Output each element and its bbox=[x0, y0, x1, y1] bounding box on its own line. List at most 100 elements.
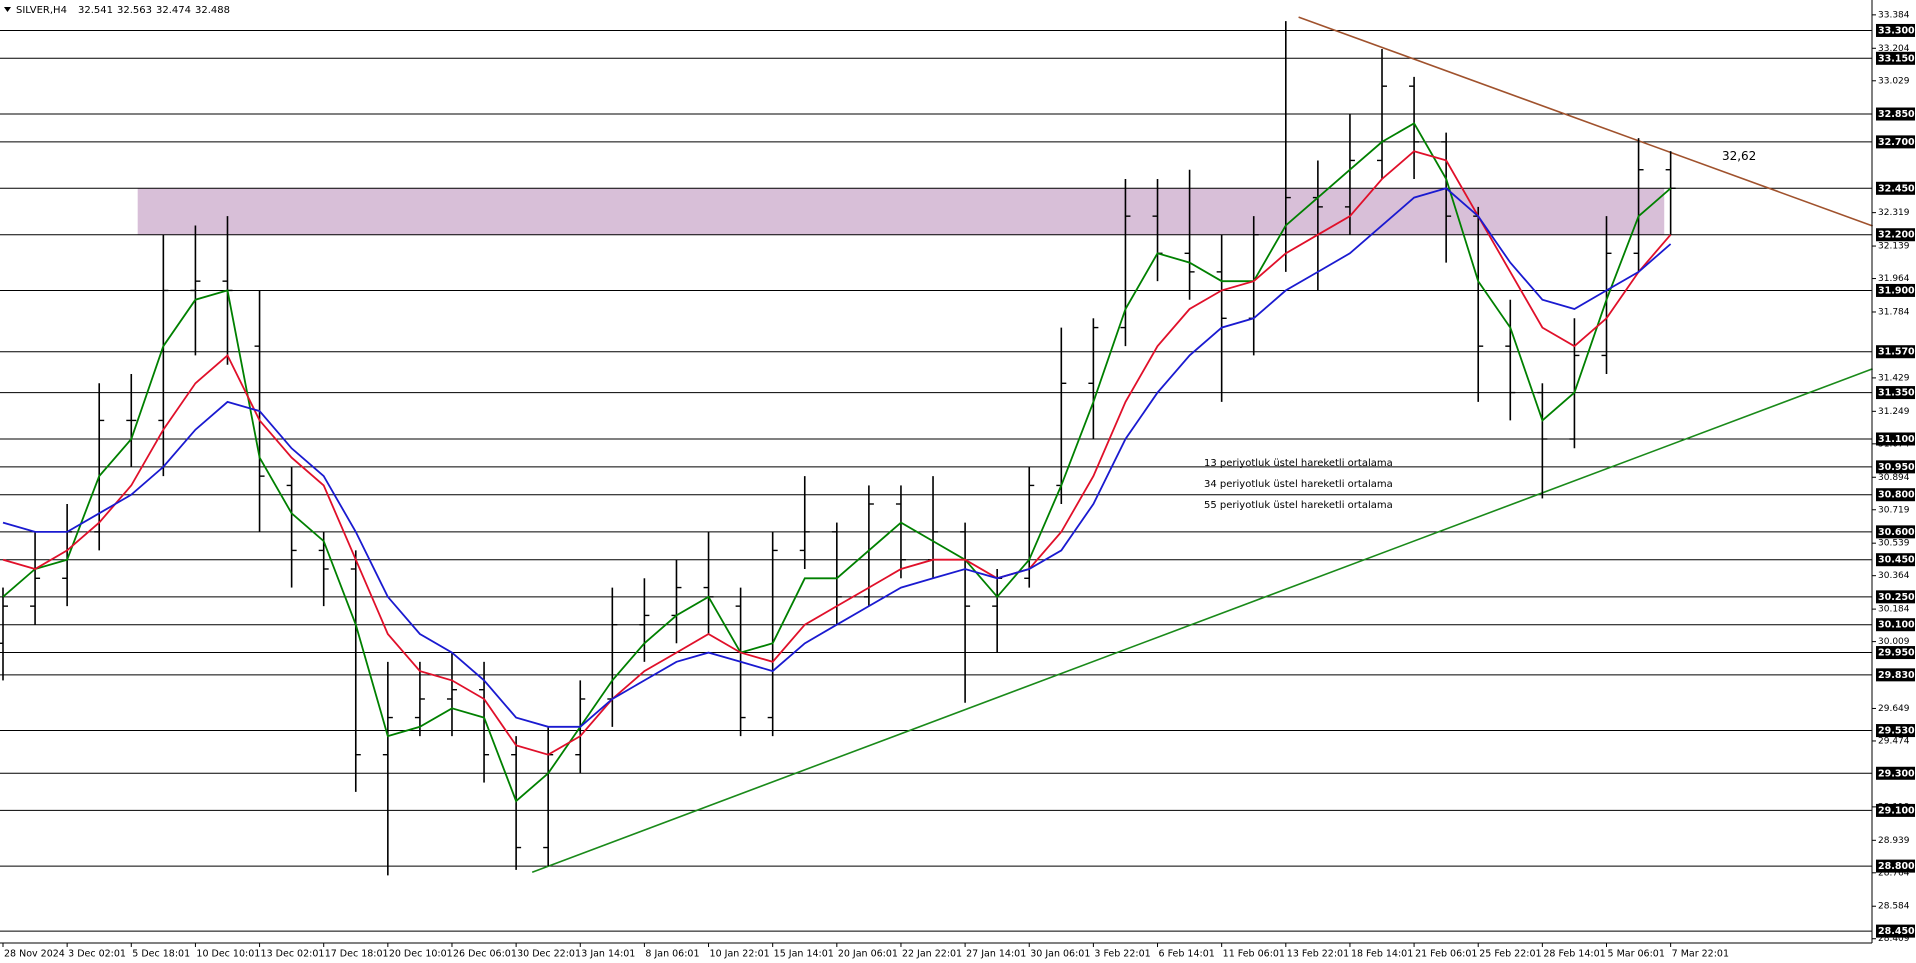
level-label: 30.450 bbox=[1878, 555, 1915, 566]
legend-label: 55 periyotluk üstel hareketli ortalama bbox=[1204, 500, 1393, 511]
level-label: 29.830 bbox=[1878, 670, 1915, 681]
symbol: SILVER,H4 bbox=[16, 5, 67, 16]
x-tick-label: 5 Mar 06:01 bbox=[1608, 949, 1665, 960]
level-box bbox=[1876, 181, 1915, 195]
x-tick-label: 10 Dec 10:01 bbox=[196, 949, 260, 960]
level-label: 28.450 bbox=[1878, 926, 1915, 937]
x-tick-label: 5 Dec 18:01 bbox=[132, 949, 190, 960]
level-label: 30.800 bbox=[1878, 490, 1915, 501]
header-value: 32.474 bbox=[156, 5, 191, 16]
y-tick-label: 33.204 bbox=[1878, 44, 1910, 54]
bars-layer bbox=[0, 21, 1676, 876]
level-box bbox=[1876, 859, 1915, 873]
x-tick-label: 11 Feb 06:01 bbox=[1223, 949, 1285, 960]
legend-label: 34 periyotluk üstel hareketli ortalama bbox=[1204, 479, 1393, 490]
level-box bbox=[1876, 432, 1915, 446]
y-tick-label: 28.764 bbox=[1878, 868, 1910, 878]
x-tick-label: 3 Feb 22:01 bbox=[1094, 949, 1150, 960]
level-box bbox=[1876, 553, 1915, 567]
level-label: 32.850 bbox=[1878, 109, 1915, 120]
header-value: 32.541 bbox=[78, 5, 113, 16]
y-tick-label: 31.964 bbox=[1878, 274, 1910, 284]
level-box bbox=[1876, 803, 1915, 817]
trend-line bbox=[531, 368, 1873, 873]
x-tick-label: 3 Dec 02:01 bbox=[68, 949, 126, 960]
x-tick-label: 20 Jan 06:01 bbox=[838, 949, 898, 960]
x-tick-label: 10 Jan 22:01 bbox=[710, 949, 770, 960]
x-tick-label: 18 Feb 14:01 bbox=[1351, 949, 1413, 960]
y-tick-label: 28.939 bbox=[1878, 836, 1910, 846]
level-label: 29.300 bbox=[1878, 768, 1915, 779]
header-value: 32.563 bbox=[117, 5, 152, 16]
y-tick-label: 31.429 bbox=[1878, 373, 1910, 383]
y-tick-label: 30.719 bbox=[1878, 505, 1910, 515]
y-tick-label: 30.009 bbox=[1878, 637, 1910, 647]
level-box bbox=[1876, 51, 1915, 65]
level-label: 30.950 bbox=[1878, 462, 1915, 473]
level-box bbox=[1876, 724, 1915, 738]
level-label: 29.530 bbox=[1878, 726, 1915, 737]
level-box bbox=[1876, 590, 1915, 604]
header-values: 32.541 32.563 32.474 32.488 bbox=[78, 5, 230, 16]
level-box bbox=[1876, 345, 1915, 359]
level-box bbox=[1876, 525, 1915, 539]
level-label: 33.300 bbox=[1878, 25, 1915, 36]
y-tick-label: 29.649 bbox=[1878, 704, 1910, 714]
x-tick-label: 22 Jan 22:01 bbox=[902, 949, 962, 960]
zone bbox=[137, 188, 1665, 235]
x-tick-label: 20 Dec 10:01 bbox=[389, 949, 453, 960]
level-label: 31.570 bbox=[1878, 347, 1915, 358]
level-box bbox=[1876, 228, 1915, 242]
y-tick-label: 30.364 bbox=[1878, 571, 1910, 581]
x-tick-label: 30 Dec 22:01 bbox=[517, 949, 581, 960]
y-tick-label: 33.384 bbox=[1878, 10, 1910, 20]
x-tick-label: 28 Nov 2024 bbox=[4, 949, 65, 960]
level-label: 29.950 bbox=[1878, 648, 1915, 659]
zone-layer bbox=[137, 188, 1665, 235]
level-box bbox=[1876, 460, 1915, 474]
x-tick-label: 27 Jan 14:01 bbox=[966, 949, 1026, 960]
level-label: 33.150 bbox=[1878, 53, 1915, 64]
x-tick-label: 26 Dec 06:01 bbox=[453, 949, 517, 960]
level-label: 30.250 bbox=[1878, 592, 1915, 603]
x-tick-label: 7 Mar 22:01 bbox=[1672, 949, 1729, 960]
trend-label: 32,62 bbox=[1722, 149, 1756, 163]
trend-layer: 32,62 bbox=[531, 16, 1873, 873]
y-tick-label: 28.409 bbox=[1878, 934, 1910, 944]
level-label: 32.700 bbox=[1878, 137, 1915, 148]
x-tick-label: 15 Jan 14:01 bbox=[774, 949, 834, 960]
y-tick-label: 30.184 bbox=[1878, 605, 1910, 615]
y-tick-label: 32.319 bbox=[1878, 208, 1910, 218]
x-tick-label: 17 Dec 18:01 bbox=[325, 949, 389, 960]
level-box bbox=[1876, 107, 1915, 121]
y-tick-label: 29.474 bbox=[1878, 736, 1910, 746]
trend-line bbox=[1298, 16, 1873, 227]
x-tick-label: 8 Jan 06:01 bbox=[645, 949, 699, 960]
level-label: 32.200 bbox=[1878, 230, 1915, 241]
x-tick-label: 13 Dec 02:01 bbox=[261, 949, 325, 960]
level-box bbox=[1876, 386, 1915, 400]
ma-layer: 13 periyotluk üstel hareketli ortalama 34… bbox=[2, 122, 1672, 803]
level-box bbox=[1876, 488, 1915, 502]
x-tick-label: 30 Jan 06:01 bbox=[1030, 949, 1090, 960]
y-tick-label: 30.894 bbox=[1878, 473, 1910, 483]
y-tick-label: 31.784 bbox=[1878, 307, 1910, 317]
moving-average bbox=[2, 122, 1672, 803]
menu-triangle[interactable] bbox=[4, 7, 11, 12]
level-label: 28.800 bbox=[1878, 861, 1915, 872]
y-tick-label: 31.249 bbox=[1878, 407, 1910, 417]
level-label: 31.900 bbox=[1878, 285, 1915, 296]
header-value: 32.488 bbox=[195, 5, 230, 16]
level-box bbox=[1876, 283, 1915, 297]
level-box bbox=[1876, 23, 1915, 37]
level-label: 30.100 bbox=[1878, 620, 1915, 631]
x-tick-label: 21 Feb 06:01 bbox=[1415, 949, 1477, 960]
level-box bbox=[1876, 924, 1915, 938]
level-box bbox=[1876, 668, 1915, 682]
legend-label: 13 periyotluk üstel hareketli ortalama bbox=[1204, 458, 1393, 469]
moving-average bbox=[2, 150, 1672, 756]
y-tick-label: 30.539 bbox=[1878, 539, 1910, 549]
